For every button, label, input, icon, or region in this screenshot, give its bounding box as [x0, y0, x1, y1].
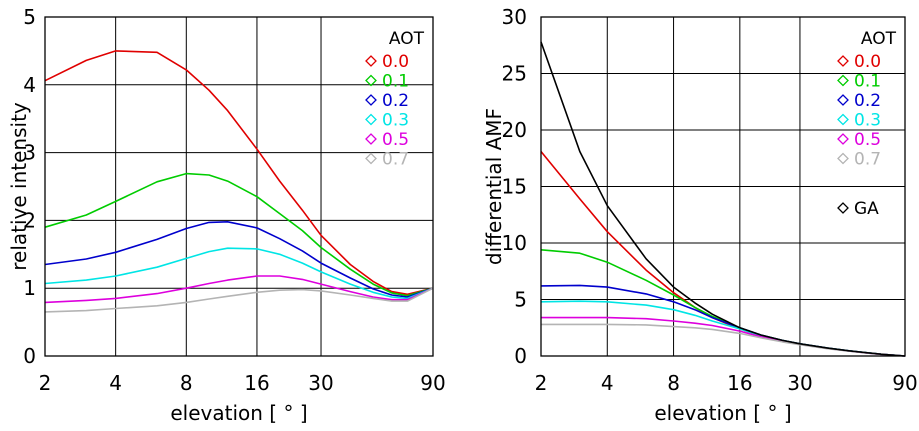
x-axis-label: elevation [ ° ]: [170, 401, 307, 425]
y-tick-label: 5: [23, 5, 36, 29]
y-tick-label: 5: [514, 288, 527, 312]
legend-marker-GA: [837, 202, 849, 214]
x-tick-label: 4: [601, 371, 614, 395]
legend-marker-0.3: [837, 113, 849, 126]
y-tick-label: 20: [502, 118, 527, 142]
x-axis-label: elevation [ ° ]: [654, 401, 791, 425]
x-tick-label: 8: [180, 371, 193, 395]
x-tick-label: 2: [535, 371, 548, 395]
legend-marker-0.3: [365, 113, 377, 126]
series-line-0.5: [44, 275, 434, 304]
y-tick-label: 0: [23, 344, 36, 368]
legend-marker-0.5: [837, 133, 849, 145]
legend-label-GA: GA: [854, 199, 879, 219]
legend-label-0.5: 0.5: [382, 130, 409, 150]
chart-panel-2: 2 4 8 16 30 90 0 5 10 15 20 25 30 elevation [ ° ] diff…: [482, 5, 918, 425]
legend-label-0.1: 0.1: [854, 72, 881, 92]
series-line-GA: [540, 41, 906, 357]
legend-title: AOT: [861, 29, 897, 49]
x-tick-label: 2: [39, 371, 52, 395]
series-line-0.0: [44, 50, 434, 296]
legend-label-0.1: 0.1: [382, 72, 409, 92]
legend-marker-0.0: [837, 55, 849, 67]
legend-label-0.5: 0.5: [854, 130, 881, 150]
y-axis-label: relative intensity: [7, 102, 31, 271]
grid: [541, 17, 905, 356]
y-tick-label: 10: [502, 231, 527, 255]
legend: AOT 0.00.10.20.30.50.7 GA: [837, 29, 897, 219]
y-tick-label: 4: [23, 73, 36, 97]
chart-panel-1: 2 4 8 16 30 90 0 1 2 3 4 5 elevation [ ° ] relative i…: [7, 5, 446, 425]
series-group: [540, 41, 906, 357]
y-tick-label: 15: [502, 175, 527, 199]
legend-marker-0.7: [365, 152, 377, 165]
legend-title: AOT: [389, 29, 425, 49]
y-tick-label: 25: [502, 62, 527, 86]
legend-marker-0.0: [365, 55, 377, 67]
y-tick-label: 0: [514, 344, 527, 368]
x-tick-label: 90: [892, 371, 917, 395]
series-line-0.7: [44, 287, 434, 313]
legend-marker-0.2: [365, 94, 377, 106]
x-tick-label: 30: [787, 371, 812, 395]
x-tick-label: 4: [109, 371, 122, 395]
x-tick-label: 30: [308, 371, 333, 395]
legend-label-0.2: 0.2: [854, 91, 881, 111]
legend-label-0.2: 0.2: [382, 91, 409, 111]
legend-label-0.7: 0.7: [382, 150, 409, 170]
y-axis-label: differential AMF: [482, 108, 506, 265]
legend-marker-0.7: [837, 152, 849, 165]
plot-frame: [540, 16, 906, 357]
plot-frame: [44, 16, 434, 357]
legend-label-0.0: 0.0: [382, 52, 409, 72]
y-tick-label: 30: [502, 5, 527, 29]
y-tick-label: 3: [23, 141, 36, 165]
y-tick-label: 2: [23, 208, 36, 232]
series-group: [44, 50, 434, 313]
legend-marker-0.2: [837, 94, 849, 106]
x-tick-label: 16: [244, 371, 269, 395]
legend-label-0.7: 0.7: [854, 150, 881, 170]
grid: [45, 17, 433, 356]
legend-marker-0.5: [365, 133, 377, 145]
legend-label-0.3: 0.3: [854, 111, 881, 131]
series-line-0.3: [44, 247, 434, 300]
legend-label-0.3: 0.3: [382, 111, 409, 131]
legend-label-0.0: 0.0: [854, 52, 881, 72]
series-line-0.1: [540, 249, 906, 357]
y-tick-label: 1: [23, 276, 36, 300]
series-line-0.2: [44, 221, 434, 298]
legend-marker-0.1: [837, 74, 849, 87]
x-tick-label: 90: [420, 371, 445, 395]
x-tick-label: 8: [667, 371, 680, 395]
series-line-0.1: [44, 172, 434, 297]
legend-marker-0.1: [365, 74, 377, 87]
series-line-0.3: [540, 300, 906, 357]
legend: AOT 0.00.10.20.30.50.7: [365, 29, 425, 170]
x-tick-label: 16: [727, 371, 752, 395]
